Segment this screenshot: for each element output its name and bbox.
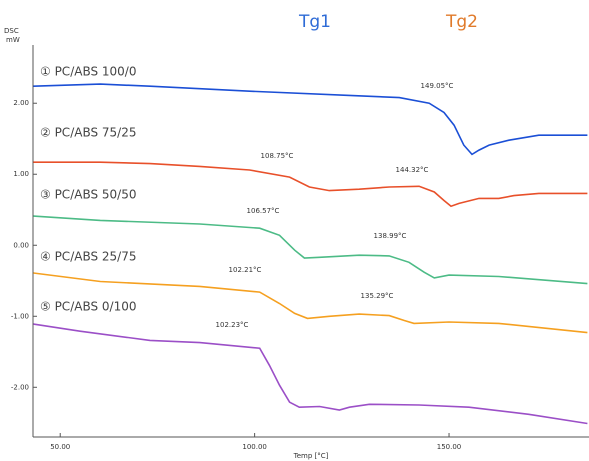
series-label: ① PC/ABS 100/0 — [40, 65, 136, 79]
x-tick-label: 100.00 — [242, 443, 267, 451]
x-axis-title: Temp [°C] — [293, 452, 329, 460]
series-line — [33, 83, 588, 156]
y-axis-unit: mW — [6, 36, 20, 44]
tg-label: Tg2 — [445, 12, 478, 32]
series-line — [33, 215, 588, 285]
annotation: 108.75°C — [261, 152, 294, 160]
x-tick-label: 50.00 — [50, 443, 70, 451]
y-tick-label: 0.00 — [13, 241, 29, 249]
x-tick-label: 150.00 — [437, 443, 462, 451]
tg-label: Tg1 — [298, 12, 331, 32]
y-tick-label: -1.00 — [11, 312, 29, 320]
annotation: 102.23°C — [216, 321, 249, 329]
annotation: 144.32°C — [396, 166, 429, 174]
series-line — [33, 161, 588, 208]
series-label: ④ PC/ABS 25/75 — [40, 250, 136, 264]
series-label: ② PC/ABS 75/25 — [40, 126, 136, 140]
series-line — [33, 323, 588, 425]
y-tick-label: -2.00 — [11, 383, 29, 391]
series-line — [33, 272, 588, 334]
y-tick-label: 2.00 — [13, 99, 29, 107]
annotation: 138.99°C — [374, 232, 407, 240]
y-axis-title: DSC — [4, 27, 19, 35]
annotation: 135.29°C — [361, 292, 394, 300]
y-tick-label: 1.00 — [13, 170, 29, 178]
series-label: ③ PC/ABS 50/50 — [40, 188, 136, 202]
series-label: ⑤ PC/ABS 0/100 — [40, 300, 136, 314]
annotation: 106.57°C — [247, 207, 280, 215]
annotation: 149.05°C — [421, 82, 454, 90]
annotation: 102.21°C — [229, 266, 262, 274]
